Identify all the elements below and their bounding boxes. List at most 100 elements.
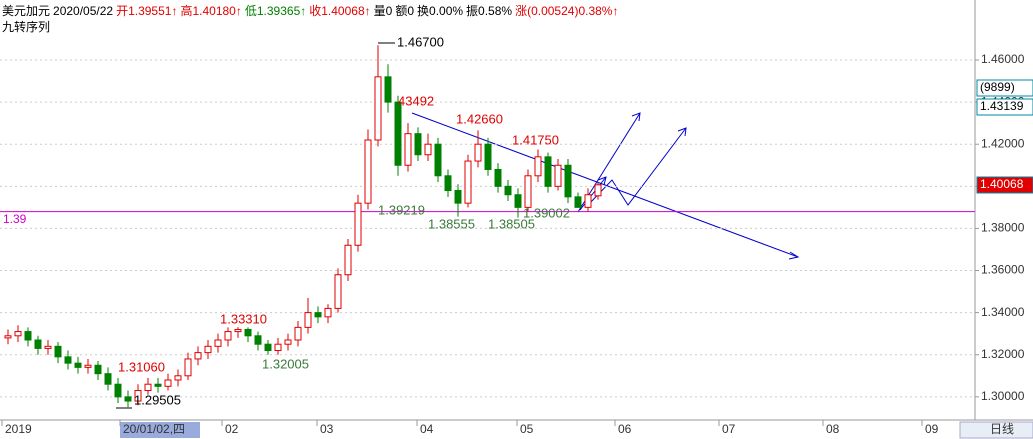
date-highlight xyxy=(120,422,200,438)
candle-body xyxy=(544,156,552,187)
candle-body xyxy=(584,194,592,208)
candle-body xyxy=(354,202,362,246)
candle-body xyxy=(344,244,352,276)
quote-field: 换0.00% xyxy=(417,4,464,18)
candle-body xyxy=(524,175,532,208)
x-tick-label: 06 xyxy=(618,422,632,436)
price-annotation: 1.41750 xyxy=(512,132,559,147)
candle-body xyxy=(74,362,82,368)
quote-field: 低1.39365↑ xyxy=(244,4,307,18)
candle-body xyxy=(254,335,262,345)
price-box xyxy=(976,79,1033,97)
candle-body xyxy=(84,364,92,368)
candle-body xyxy=(504,185,512,196)
quote-field: 量0 xyxy=(373,4,393,18)
candle-body xyxy=(314,312,322,318)
candle-body xyxy=(244,328,252,337)
candle-body xyxy=(54,345,62,358)
price-box-label: (9899) xyxy=(980,80,1015,94)
price-annotation: 1.33310 xyxy=(220,311,267,326)
y-tick-label: 1.42000 xyxy=(981,136,1025,150)
candle-body xyxy=(64,356,72,364)
candle-body xyxy=(414,133,422,156)
x-tick-label: 04 xyxy=(420,422,434,436)
price-box xyxy=(976,98,1033,116)
candle-body xyxy=(424,143,432,156)
candle-body xyxy=(364,139,372,204)
candle-body xyxy=(284,339,292,345)
y-tick-label: 1.36000 xyxy=(981,263,1025,277)
price-box-label: 1.43139 xyxy=(980,99,1024,113)
candle-body xyxy=(144,383,152,392)
reference-label: 1.39 xyxy=(3,212,27,226)
y-tick-label: 1.46000 xyxy=(981,52,1025,66)
price-annotation: 1.29505 xyxy=(134,392,181,407)
period-button[interactable] xyxy=(959,421,1033,439)
y-tick-label: 1.30000 xyxy=(981,389,1025,403)
candle-body xyxy=(514,194,522,208)
x-tick-label: 20/01/02,四 xyxy=(123,422,185,436)
candle-body xyxy=(94,364,102,375)
candle-body xyxy=(594,184,602,197)
candle-body xyxy=(554,164,562,187)
quote-field: 振0.58% xyxy=(466,4,513,18)
candle-body xyxy=(274,343,282,352)
candle-body xyxy=(114,383,122,398)
candle-body xyxy=(294,326,302,341)
candle-body xyxy=(264,343,272,352)
period-label: 日线 xyxy=(990,422,1014,436)
candle-body xyxy=(104,373,112,385)
quote-field: 收1.40068↑ xyxy=(309,4,371,18)
candle-body xyxy=(154,383,162,387)
quote-field: 额0 xyxy=(395,4,415,18)
price-annotation: 1.39219 xyxy=(378,202,425,217)
candle-body xyxy=(484,143,492,170)
indicator-name: 九转序列 xyxy=(2,20,51,34)
date: 2020/05/22 xyxy=(53,4,114,18)
candle-body xyxy=(184,358,192,377)
candle-body xyxy=(534,156,542,177)
candle-body xyxy=(34,339,42,349)
candle-body xyxy=(204,345,212,354)
candle-body xyxy=(444,175,452,192)
candle-body xyxy=(14,331,22,337)
candle-body xyxy=(454,190,462,204)
y-tick-label: 1.38000 xyxy=(981,221,1025,235)
candle-body xyxy=(164,379,172,387)
trend-lines xyxy=(116,42,800,409)
candle-body xyxy=(124,396,132,402)
candle-body xyxy=(134,390,142,402)
x-tick-label: 02 xyxy=(225,422,239,436)
header: 美元加元 2020/05/22 开1.39551↑ 高1.40180↑ 低1.39365… xyxy=(2,2,621,19)
candle-body xyxy=(194,352,202,360)
candle-body xyxy=(324,307,332,318)
price-annotation: 43492 xyxy=(398,93,434,108)
candle-body xyxy=(464,160,472,204)
quote-field: 高1.40180↑ xyxy=(180,4,242,18)
candle-body xyxy=(214,339,222,347)
candle-body xyxy=(334,274,342,309)
candle-body xyxy=(224,331,232,341)
candle-body xyxy=(304,312,312,328)
candle-body xyxy=(474,143,482,162)
candle-body xyxy=(564,164,572,198)
candle-body xyxy=(4,335,12,339)
candle-body xyxy=(574,196,582,208)
x-tick-label: 08 xyxy=(826,422,840,436)
price-annotation: 1.42660 xyxy=(456,111,503,126)
x-tick-label: 07 xyxy=(722,422,736,436)
price-annotation: 1.38555 xyxy=(428,216,475,231)
price-annotation: 1.32005 xyxy=(262,356,309,371)
candle-body xyxy=(374,76,382,141)
candle-body xyxy=(234,328,242,333)
candle-body xyxy=(394,101,402,166)
x-tick-label: 09 xyxy=(925,422,939,436)
price-annotation: 1.31060 xyxy=(118,359,165,374)
candle-body xyxy=(494,168,502,187)
price-box xyxy=(976,176,1033,194)
x-tick-label: 2019 xyxy=(5,422,32,436)
quote-field: 涨(0.00524)0.38%↑ xyxy=(515,4,619,18)
